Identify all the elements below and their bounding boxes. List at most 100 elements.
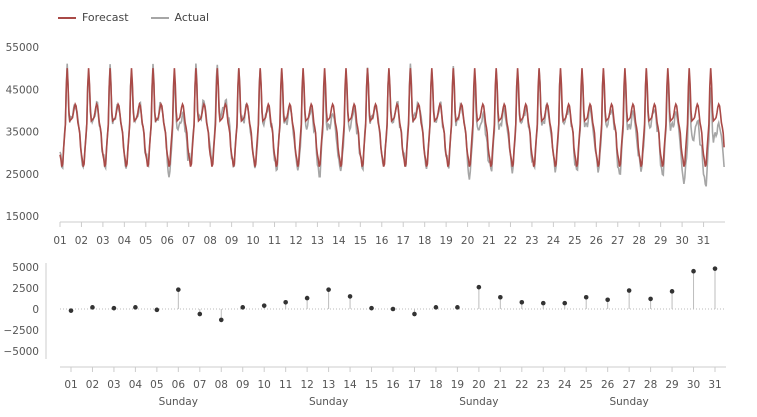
bottom-x-tick-label-06: 06 <box>172 379 186 391</box>
top-x-tick-label-01: 01 <box>53 235 66 247</box>
stem-point-15 <box>369 305 374 311</box>
top-x-tick-label-11: 11 <box>268 235 281 247</box>
stem-point-27 <box>626 288 632 293</box>
top-x-tick-label-24: 24 <box>547 235 561 247</box>
bottom-x-tick-label-25: 25 <box>580 379 593 391</box>
stem-point-29 <box>669 289 675 294</box>
bottom-x-tick-label-15: 15 <box>365 379 378 391</box>
series-line-forecast <box>59 68 725 167</box>
bottom-x-tick-label-21: 21 <box>494 379 507 391</box>
stem-point-11 <box>283 299 288 305</box>
top-plot-area <box>59 63 725 227</box>
top-x-tick-label-03: 03 <box>96 235 109 247</box>
bottom-plot-area <box>45 263 726 372</box>
top-x-tick-label-25: 25 <box>568 235 581 247</box>
stem-point-06 <box>176 287 181 292</box>
bottom-x-tick-label-02: 02 <box>86 379 99 391</box>
top-x-tick-label-05: 05 <box>139 235 152 247</box>
bottom-y-tick-label-0: −5000 <box>3 346 39 358</box>
top-x-tick-label-09: 09 <box>225 235 238 247</box>
stem-point-25 <box>583 294 589 300</box>
top-x-tick-label-07: 07 <box>182 235 195 247</box>
top-y-tick-label-1: 25000 <box>6 169 39 181</box>
top-x-tick-label-14: 14 <box>332 235 346 247</box>
legend-item-actual[interactable]: Actual <box>150 11 210 24</box>
bottom-x-tick-label-31: 31 <box>708 379 721 391</box>
week-label-0: Sunday <box>159 396 198 408</box>
bottom-x-tick-label-12: 12 <box>300 379 313 391</box>
bottom-x-tick-label-17: 17 <box>408 379 421 391</box>
week-label-2: Sunday <box>459 396 498 408</box>
top-x-tick-label-22: 22 <box>504 235 517 247</box>
stem-point-21 <box>498 294 503 300</box>
bottom-x-tick-label-23: 23 <box>537 379 550 391</box>
bottom-x-tick-label-05: 05 <box>150 379 163 391</box>
bottom-x-tick-label-29: 29 <box>665 379 678 391</box>
bottom-x-tick-label-08: 08 <box>215 379 228 391</box>
top-x-tick-label-26: 26 <box>590 235 604 247</box>
stem-point-18 <box>433 305 439 310</box>
top-x-tick-label-08: 08 <box>203 235 216 247</box>
bottom-x-tick-label-11: 11 <box>279 379 292 391</box>
bottom-x-tick-label-09: 09 <box>236 379 249 391</box>
bottom-y-tick-label-4: 5000 <box>12 262 39 274</box>
top-x-tick-label-16: 16 <box>375 235 389 247</box>
legend-swatch-forecast <box>58 16 76 19</box>
top-y-tick-label-0: 15000 <box>6 211 39 223</box>
bottom-x-tick-label-24: 24 <box>558 379 572 391</box>
top-x-tick-label-12: 12 <box>289 235 302 247</box>
top-x-tick-label-19: 19 <box>439 235 452 247</box>
stem-point-22 <box>519 299 525 305</box>
bottom-y-tick-label-1: −2500 <box>3 325 39 337</box>
bottom-x-tick-label-20: 20 <box>472 379 485 391</box>
bottom-x-tick-label-18: 18 <box>429 379 442 391</box>
bottom-x-tick-label-16: 16 <box>386 379 400 391</box>
legend-item-forecast[interactable]: Forecast <box>58 11 129 24</box>
chart-legend: Forecast Actual <box>58 11 209 24</box>
bottom-x-tick-label-10: 10 <box>258 379 271 391</box>
top-x-tick-label-29: 29 <box>654 235 667 247</box>
stem-point-10 <box>261 303 267 308</box>
stem-point-14 <box>347 294 353 299</box>
top-x-tick-label-30: 30 <box>675 235 688 247</box>
stem-point-05 <box>154 307 160 313</box>
bottom-x-tick-label-04: 04 <box>129 379 143 391</box>
bottom-x-tick-label-19: 19 <box>451 379 464 391</box>
stem-point-16 <box>390 306 396 312</box>
stem-point-24 <box>562 300 568 306</box>
bottom-x-tick-label-14: 14 <box>343 379 357 391</box>
top-x-tick-label-20: 20 <box>461 235 474 247</box>
week-label-1: Sunday <box>309 396 348 408</box>
stem-point-02 <box>90 305 95 310</box>
top-x-tick-label-04: 04 <box>118 235 132 247</box>
stem-point-17 <box>412 311 417 317</box>
stem-point-12 <box>304 295 310 301</box>
bottom-y-tick-label-3: 2500 <box>12 283 39 295</box>
stem-point-09 <box>240 305 246 310</box>
bottom-x-tick-label-22: 22 <box>515 379 528 391</box>
bottom-x-tick-label-03: 03 <box>107 379 120 391</box>
top-x-tick-label-17: 17 <box>397 235 410 247</box>
stem-point-26 <box>605 297 610 303</box>
top-x-tick-label-23: 23 <box>525 235 538 247</box>
bottom-x-tick-label-28: 28 <box>644 379 657 391</box>
stem-point-03 <box>111 305 117 311</box>
top-y-tick-label-4: 55000 <box>6 42 39 54</box>
stem-point-28 <box>648 296 653 302</box>
bottom-x-tick-label-13: 13 <box>322 379 335 391</box>
stem-point-31 <box>712 266 718 271</box>
top-x-tick-label-13: 13 <box>311 235 324 247</box>
top-y-tick-label-3: 45000 <box>6 84 39 96</box>
stem-point-01 <box>68 308 74 313</box>
legend-label-actual: Actual <box>174 11 210 24</box>
bottom-x-tick-label-07: 07 <box>193 379 206 391</box>
bottom-y-tick-label-2: 0 <box>32 304 39 316</box>
bottom-x-tick-label-01: 01 <box>64 379 77 391</box>
top-y-tick-label-2: 35000 <box>6 127 39 139</box>
stem-point-19 <box>455 305 460 310</box>
legend-label-forecast: Forecast <box>82 11 129 24</box>
bottom-x-tick-label-27: 27 <box>622 379 635 391</box>
week-label-3: Sunday <box>609 396 648 408</box>
bottom-x-tick-label-30: 30 <box>687 379 700 391</box>
